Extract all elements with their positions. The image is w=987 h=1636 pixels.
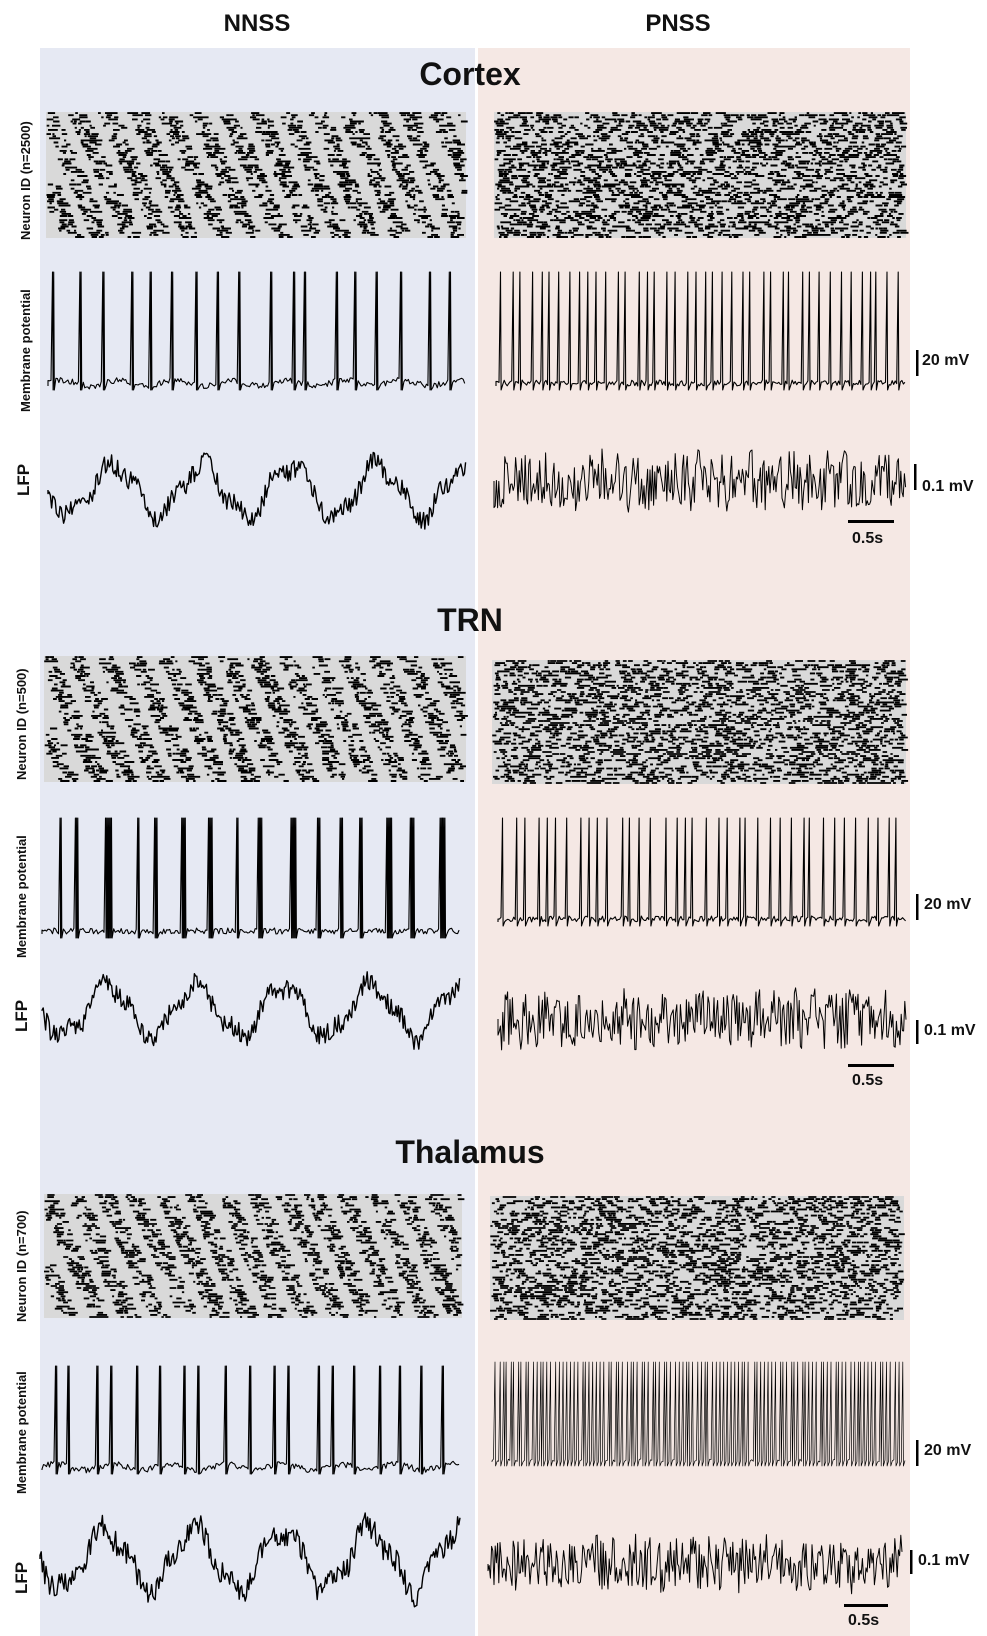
raster-ylabel-cortex: Neuron ID (n=2500) [18,121,33,240]
vm-scale-label-trn: 20 mV [924,896,972,913]
raster-nnss-trn [44,656,468,782]
lfp-trace-pnss-cortex [493,448,907,513]
lfp-ylabel-cortex: LFP [14,463,33,496]
vm-scale-label-thalamus: 20 mV [924,1442,972,1459]
vm-scalebar-thalamus [916,1440,919,1466]
lfp-trace-pnss-thalamus [487,1533,903,1595]
lfp-trace-nnss-thalamus [39,1512,461,1608]
lfp-scale-label-cortex: 0.1 mV [922,478,974,495]
raster-pnss-trn [492,660,909,784]
membrane-ylabel-thalamus: Membrane potential [14,1371,29,1494]
membrane-ylabel-trn: Membrane potential [14,835,29,958]
lfp-scalebar-thalamus [910,1550,913,1574]
raster-pnss-cortex [494,112,909,238]
lfp-scale-label-thalamus: 0.1 mV [918,1552,970,1569]
lfp-trace-nnss-trn [41,971,461,1050]
raster-ylabel-trn: Neuron ID (n=500) [14,668,29,780]
vm-scalebar-trn [916,894,919,920]
lfp-scalebar-trn [916,1020,919,1044]
membrane-trace-pnss-thalamus [491,1361,906,1467]
time-scalebar-trn [848,1064,894,1067]
section-title-thalamus: Thalamus [395,1134,545,1170]
time-scale-label-trn: 0.5s [852,1072,884,1089]
lfp-ylabel-thalamus: LFP [12,1561,31,1594]
section-title-trn: TRN [437,602,503,638]
lfp-ylabel-trn: LFP [12,999,31,1032]
section-title-cortex: Cortex [419,56,521,92]
column-header-pnss: PNSS [645,10,711,37]
column-header-nnss: NNSS [223,10,291,37]
time-scale-label-thalamus: 0.5s [848,1612,880,1629]
membrane-trace-nnss-cortex [47,271,466,391]
raster-pnss-thalamus [490,1196,905,1320]
time-scale-label-cortex: 0.5s [852,530,884,547]
lfp-scalebar-cortex [914,464,917,490]
membrane-ylabel-cortex: Membrane potential [18,289,33,412]
vm-scalebar-cortex [916,350,919,376]
membrane-trace-pnss-cortex [495,271,906,391]
raster-ylabel-thalamus: Neuron ID (n=700) [14,1210,29,1322]
raster-nnss-thalamus [44,1194,465,1318]
time-scalebar-thalamus [844,1604,888,1607]
lfp-trace-pnss-trn [497,987,907,1051]
lfp-trace-nnss-cortex [47,451,467,530]
lfp-scale-label-trn: 0.1 mV [924,1022,976,1039]
membrane-trace-nnss-trn [41,817,460,939]
raster-nnss-cortex [46,112,468,238]
membrane-trace-nnss-thalamus [41,1365,460,1475]
membrane-trace-pnss-trn [497,817,906,927]
time-scalebar-cortex [848,520,894,523]
vm-scale-label-cortex: 20 mV [922,352,970,369]
